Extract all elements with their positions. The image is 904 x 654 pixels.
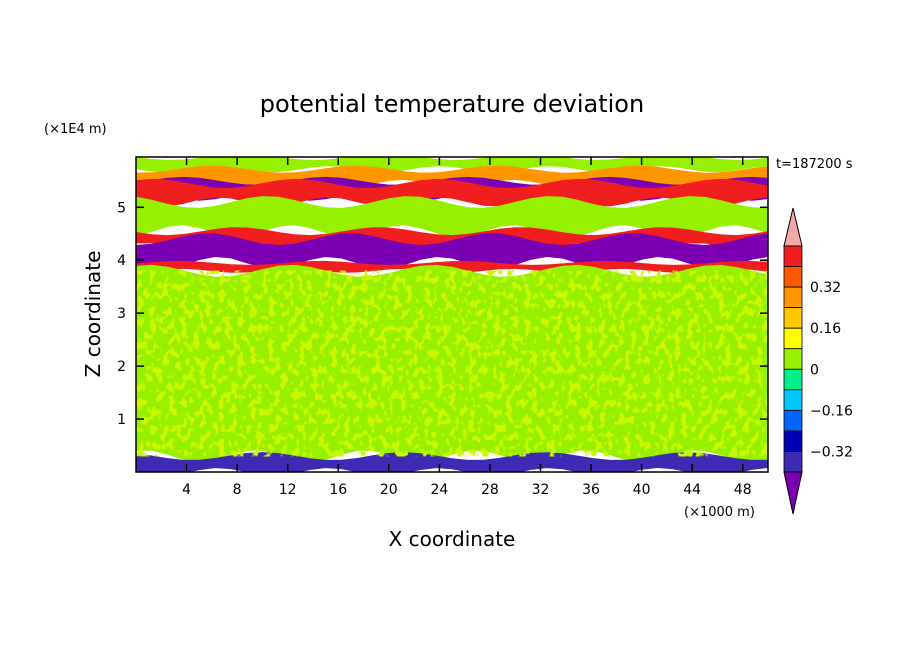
contour-field — [136, 157, 768, 472]
colorbar-swatch — [783, 451, 803, 473]
turbulence-texture — [136, 270, 768, 457]
colorbar-swatch — [783, 348, 803, 370]
y-unit-label: (×1E4 m) — [44, 122, 107, 137]
colorbar-swatch — [783, 409, 803, 432]
contour-band — [136, 165, 768, 187]
colorbar-swatch — [783, 327, 803, 350]
colorbar-tick-label: −0.32 — [810, 444, 853, 460]
colorbar-tick-label: −0.16 — [810, 403, 853, 419]
colorbar-arrow-top — [783, 207, 803, 247]
colorbar-swatch — [783, 286, 803, 309]
y-tick-label: 1 — [117, 412, 126, 428]
x-tick-label: 40 — [633, 482, 651, 498]
contour-band — [136, 452, 768, 472]
x-tick-label: 36 — [582, 482, 600, 498]
x-tick-label: 24 — [430, 482, 448, 498]
colorbar: 0.32 0.16 0 −0.16 −0.32 — [783, 207, 853, 515]
colorbar-arrow-bottom — [783, 471, 803, 515]
x-tick-label: 28 — [481, 482, 499, 498]
x-tick-label: 16 — [329, 482, 347, 498]
y-tick-label: 3 — [117, 306, 126, 322]
x-tick-label: 48 — [734, 482, 752, 498]
chart-title: potential temperature deviation — [260, 90, 644, 118]
x-tick-label: 12 — [279, 482, 297, 498]
x-axis-label: X coordinate — [389, 527, 516, 551]
colorbar-swatch — [783, 389, 803, 411]
contour-band — [136, 178, 768, 207]
y-tick-label: 5 — [117, 200, 126, 216]
time-label: t=187200 s — [776, 157, 853, 172]
colorbar-swatch — [783, 307, 803, 329]
contour-band — [136, 233, 768, 269]
colorbar-tick-label: 0 — [810, 362, 819, 378]
plot-frame — [135, 156, 769, 473]
colorbar-swatch — [783, 430, 803, 452]
y-axis: 1 2 3 4 5 — [117, 200, 768, 428]
colorbar-swatch — [783, 266, 803, 288]
colorbar-tick-label: 0.16 — [810, 321, 841, 337]
x-unit-label: (×1000 m) — [684, 505, 755, 520]
x-tick-label: 8 — [233, 482, 242, 498]
contour-band — [136, 196, 768, 237]
colorbar-swatch — [783, 245, 803, 267]
x-tick-label: 20 — [380, 482, 398, 498]
y-tick-label: 4 — [117, 253, 126, 269]
x-tick-label: 44 — [683, 482, 701, 498]
x-tick-label: 32 — [532, 482, 550, 498]
y-tick-label: 2 — [117, 359, 126, 375]
colorbar-tick-label: 0.32 — [810, 280, 841, 296]
colorbar-swatch — [783, 368, 803, 391]
x-tick-label: 4 — [182, 482, 191, 498]
x-axis: 4 8 12 16 20 24 28 32 36 40 44 48 — [182, 157, 752, 498]
y-axis-label: Z coordinate — [81, 251, 105, 378]
